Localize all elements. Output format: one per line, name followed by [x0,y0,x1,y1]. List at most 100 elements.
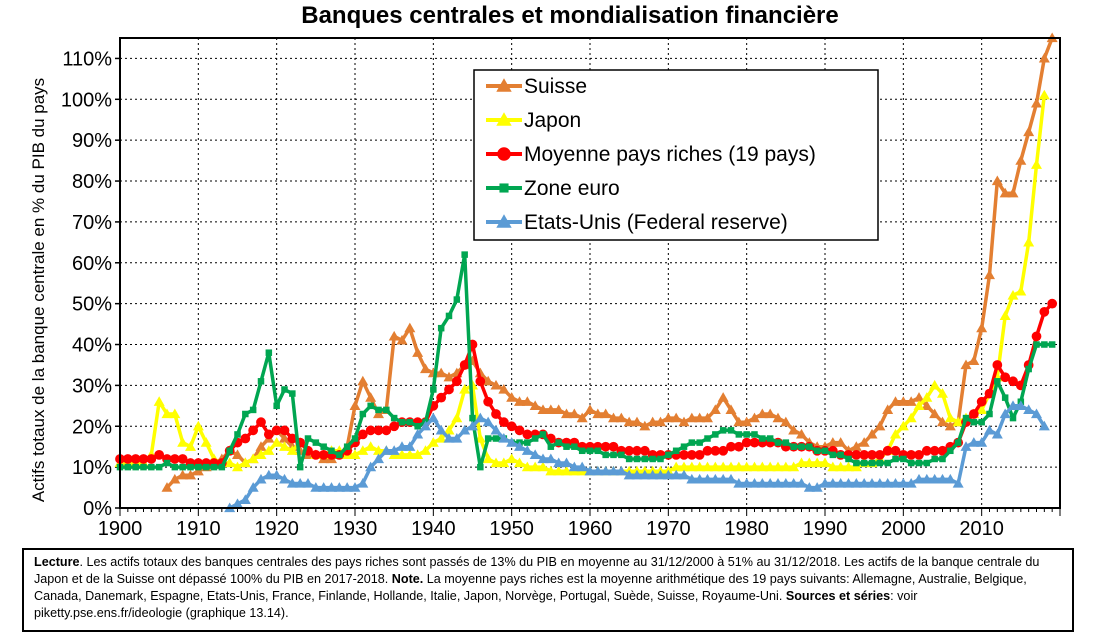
series-point [349,449,361,459]
legend-item: Moyenne pays riches (19 pays) [486,143,816,166]
legend-box [473,69,879,241]
series-point [727,427,735,434]
series-point [239,494,251,504]
y-tick-label: 80% [72,171,112,193]
series-point [1048,341,1056,348]
series-point [279,473,290,484]
series-point [923,459,931,467]
series-point [821,447,829,455]
series-point [451,412,463,423]
series-point [357,445,369,455]
series-point [827,477,839,488]
series-point [132,463,139,471]
series-point [657,455,664,463]
series-point [506,392,518,402]
series-point [514,441,525,451]
series-point [710,445,721,456]
series-point [427,437,439,447]
series-point [623,469,635,480]
series-point [373,408,384,419]
series-point [365,425,376,436]
series-point [796,477,807,488]
series-point [937,416,948,427]
series-point [1041,341,1048,348]
series-point [499,183,509,193]
series-point [709,461,721,472]
series-point [171,463,179,471]
series-point [263,445,275,455]
series-point [772,412,784,423]
series-point [610,451,617,459]
series-line [120,252,1053,469]
series-point [177,469,189,480]
series-point [484,435,492,442]
series-point [553,465,565,476]
series-point [396,441,408,451]
series-point [477,463,484,471]
series-point [521,461,533,472]
series-point [545,465,557,476]
series-point [482,453,494,464]
series-point [169,473,181,484]
series-point [161,482,173,492]
series-point [451,376,462,387]
series-point [412,347,424,357]
series-point [349,400,361,410]
legend-label: Etats-Unis (Federal reserve) [524,211,788,234]
series-point [124,463,132,471]
series-point [702,412,713,423]
series-point [719,427,727,434]
series-point [1047,298,1058,309]
legend-item: Zone euro [486,177,620,200]
series-point [1023,236,1035,247]
series-point [678,416,690,427]
series-point [600,465,612,476]
series-point [1023,404,1035,415]
series-point [459,424,471,435]
series-point [813,447,821,455]
series-point [662,412,674,423]
series-point [913,400,925,410]
series-point [414,423,421,430]
series-point [780,461,792,472]
series-point [351,435,359,442]
series-point [594,447,602,455]
series-point [905,412,917,423]
series-point [688,439,696,446]
series-point [412,428,424,439]
series-point [506,453,518,464]
note-note-text: La moyenne pays riches est la moyenne ar… [34,572,1027,603]
series-point [937,445,948,456]
series-point [772,477,784,488]
series-point [929,445,940,456]
series-point [759,435,766,442]
series-point [796,428,807,439]
series-point [631,416,643,427]
y-tick-label: 30% [72,375,112,397]
series-point [318,482,330,492]
note-lecture-label: Lecture [34,555,80,569]
series-point [655,416,666,427]
series-point [294,477,306,488]
series-point [406,418,414,426]
series-point [561,408,572,419]
series-point [913,473,925,484]
series-point [380,445,392,455]
x-tick-label: 1940 [411,518,456,540]
series-point [968,409,979,419]
series-point [782,439,790,446]
series-point [733,441,744,452]
series-point [837,451,844,459]
series-point [592,465,604,476]
series-point [764,461,776,472]
series-point [404,449,416,459]
series-point [453,296,461,303]
series-point [140,463,147,471]
series-point [396,334,408,345]
series-point [302,477,314,488]
series-point [435,433,447,443]
series-point [561,465,572,476]
series-point [970,418,978,426]
series-point [890,477,901,488]
series-point [1031,159,1042,169]
